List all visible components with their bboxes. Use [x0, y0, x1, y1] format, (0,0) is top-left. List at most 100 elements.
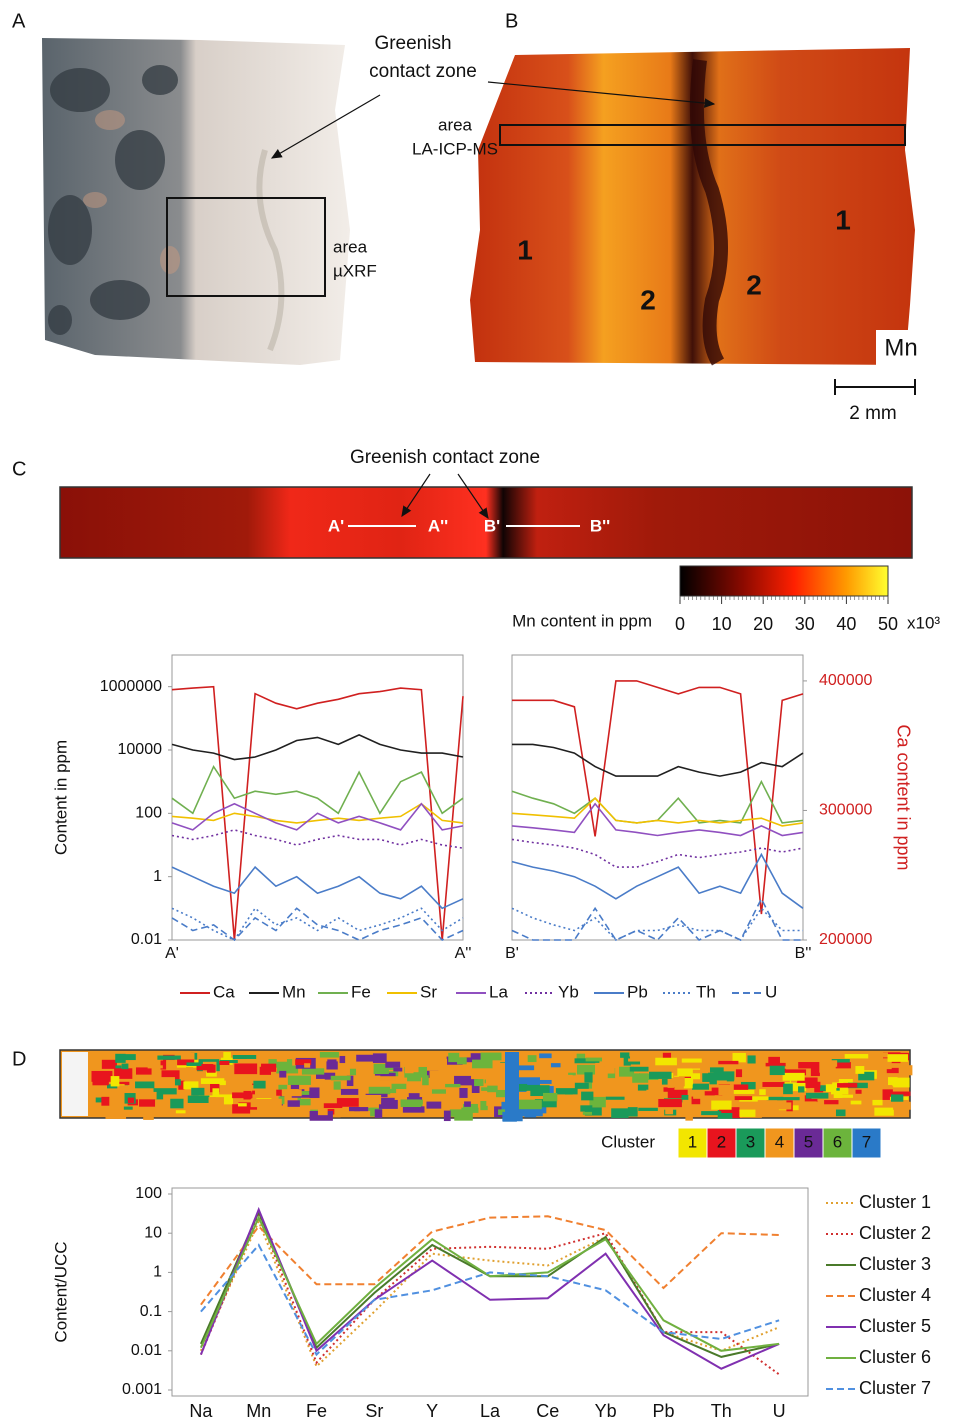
cluster-patch — [234, 1063, 257, 1074]
legend-label: Yb — [558, 982, 579, 1001]
x-tick-label: B'' — [795, 945, 812, 962]
cluster-patch — [445, 1084, 460, 1087]
zone-label: 2 — [746, 269, 762, 300]
cluster-patch — [212, 1088, 219, 1095]
colorbar — [680, 566, 888, 596]
cluster-patch — [401, 1100, 423, 1105]
figure: Greenish contact zone area µXRF area LA-… — [0, 0, 966, 1420]
cluster-patch — [188, 1096, 210, 1103]
panel-label: C — [12, 458, 26, 480]
cluster-patch — [682, 1059, 702, 1063]
cluster-patch — [658, 1099, 682, 1107]
cluster-patch — [375, 1109, 382, 1118]
y-tick-label: 100 — [135, 1185, 162, 1202]
zone-label: 1 — [517, 234, 533, 265]
cluster-number: 3 — [746, 1132, 755, 1151]
cluster-patch — [474, 1079, 483, 1086]
cluster-patch — [543, 1093, 557, 1101]
cluster-patch — [797, 1101, 817, 1108]
colorbar-label: Mn content in ppm — [512, 611, 652, 630]
x-tick-label: Sr — [365, 1401, 383, 1420]
colorbar-tick-label: 30 — [795, 614, 815, 634]
cluster-patch — [855, 1066, 864, 1074]
series-line — [201, 1216, 779, 1304]
cluster-patch — [243, 1091, 251, 1100]
cluster-patch — [325, 1089, 340, 1094]
cluster-patch — [92, 1081, 108, 1086]
cluster-patch — [539, 1053, 551, 1058]
cluster-patch — [836, 1062, 851, 1068]
cluster-patch — [238, 1055, 246, 1059]
cluster-patch — [429, 1059, 447, 1065]
annotation: area — [333, 237, 368, 256]
cluster-patch — [101, 1097, 109, 1106]
cluster-patch — [845, 1054, 869, 1058]
cluster-patch — [136, 1067, 152, 1074]
cluster-patch — [583, 1112, 592, 1115]
cluster-patch — [117, 1085, 134, 1093]
cluster-patch — [825, 1074, 832, 1084]
cluster-patch — [201, 1078, 224, 1084]
cluster-patch — [486, 1100, 500, 1106]
legend-label: Ca — [213, 982, 235, 1001]
cluster-patch — [459, 1088, 467, 1098]
cluster-patch — [320, 1052, 339, 1058]
cluster-patch — [288, 1076, 311, 1085]
cluster-patch — [665, 1108, 673, 1115]
y-tick-label: 100 — [135, 805, 162, 822]
y-axis-label: Content in ppm — [51, 740, 70, 855]
cluster-patch — [874, 1108, 893, 1116]
cluster-patch — [392, 1094, 404, 1098]
x-tick-label: Mn — [246, 1401, 271, 1420]
profile-label: B'' — [590, 516, 610, 535]
legend-label: Cluster 7 — [859, 1378, 931, 1398]
series-line — [172, 735, 463, 760]
y2-tick-label: 200000 — [819, 931, 872, 948]
cluster-patch — [769, 1102, 791, 1109]
cluster-patch — [685, 1110, 692, 1120]
cluster-patch — [105, 1112, 126, 1119]
cluster-patch — [888, 1077, 898, 1085]
annotation: Greenish contact zone — [350, 447, 540, 468]
legend-label: U — [765, 982, 777, 1001]
y2-axis-label: Ca content in ppm — [893, 724, 913, 870]
legend-label: La — [489, 982, 508, 1001]
legend-label: Pb — [627, 982, 648, 1001]
cluster-patch — [528, 1055, 537, 1062]
cluster-patch — [580, 1105, 592, 1111]
cluster-patch — [718, 1061, 738, 1064]
cluster-patch — [209, 1097, 216, 1105]
cluster-patch — [787, 1075, 794, 1080]
x-tick-label: Fe — [306, 1401, 327, 1420]
cluster-patch — [313, 1079, 325, 1086]
colorbar-tick-label: 10 — [712, 614, 732, 634]
cluster-patch — [261, 1064, 276, 1072]
cluster-patch — [824, 1100, 838, 1104]
y-tick-label: 1000000 — [100, 678, 162, 695]
cluster-patch — [586, 1058, 602, 1062]
cluster-patch — [702, 1073, 715, 1082]
profile-label: B' — [484, 516, 500, 535]
cluster-patch — [888, 1054, 908, 1062]
cluster-patch — [120, 1054, 135, 1060]
cluster-patch — [732, 1090, 754, 1094]
cluster-patch — [219, 1061, 229, 1065]
cluster-patch — [461, 1108, 478, 1113]
cluster-patch — [345, 1055, 355, 1063]
panel-label: A — [12, 10, 26, 32]
panel-label: D — [12, 1048, 26, 1070]
cluster-patch — [157, 1056, 180, 1060]
cluster-patch — [762, 1082, 784, 1087]
cluster-patch — [682, 1095, 689, 1100]
cluster-patch — [481, 1087, 489, 1091]
cluster-patch — [638, 1108, 658, 1111]
cluster-patch — [231, 1083, 238, 1087]
cluster-patch — [852, 1061, 862, 1064]
annotation: LA-ICP-MS — [412, 139, 498, 158]
cluster-patch — [701, 1111, 721, 1115]
cluster-patch — [457, 1057, 467, 1064]
cluster-patch — [663, 1053, 671, 1059]
y-tick-label: 1 — [153, 1264, 162, 1281]
cluster-patch — [277, 1052, 287, 1061]
cluster-patch — [836, 1110, 846, 1117]
